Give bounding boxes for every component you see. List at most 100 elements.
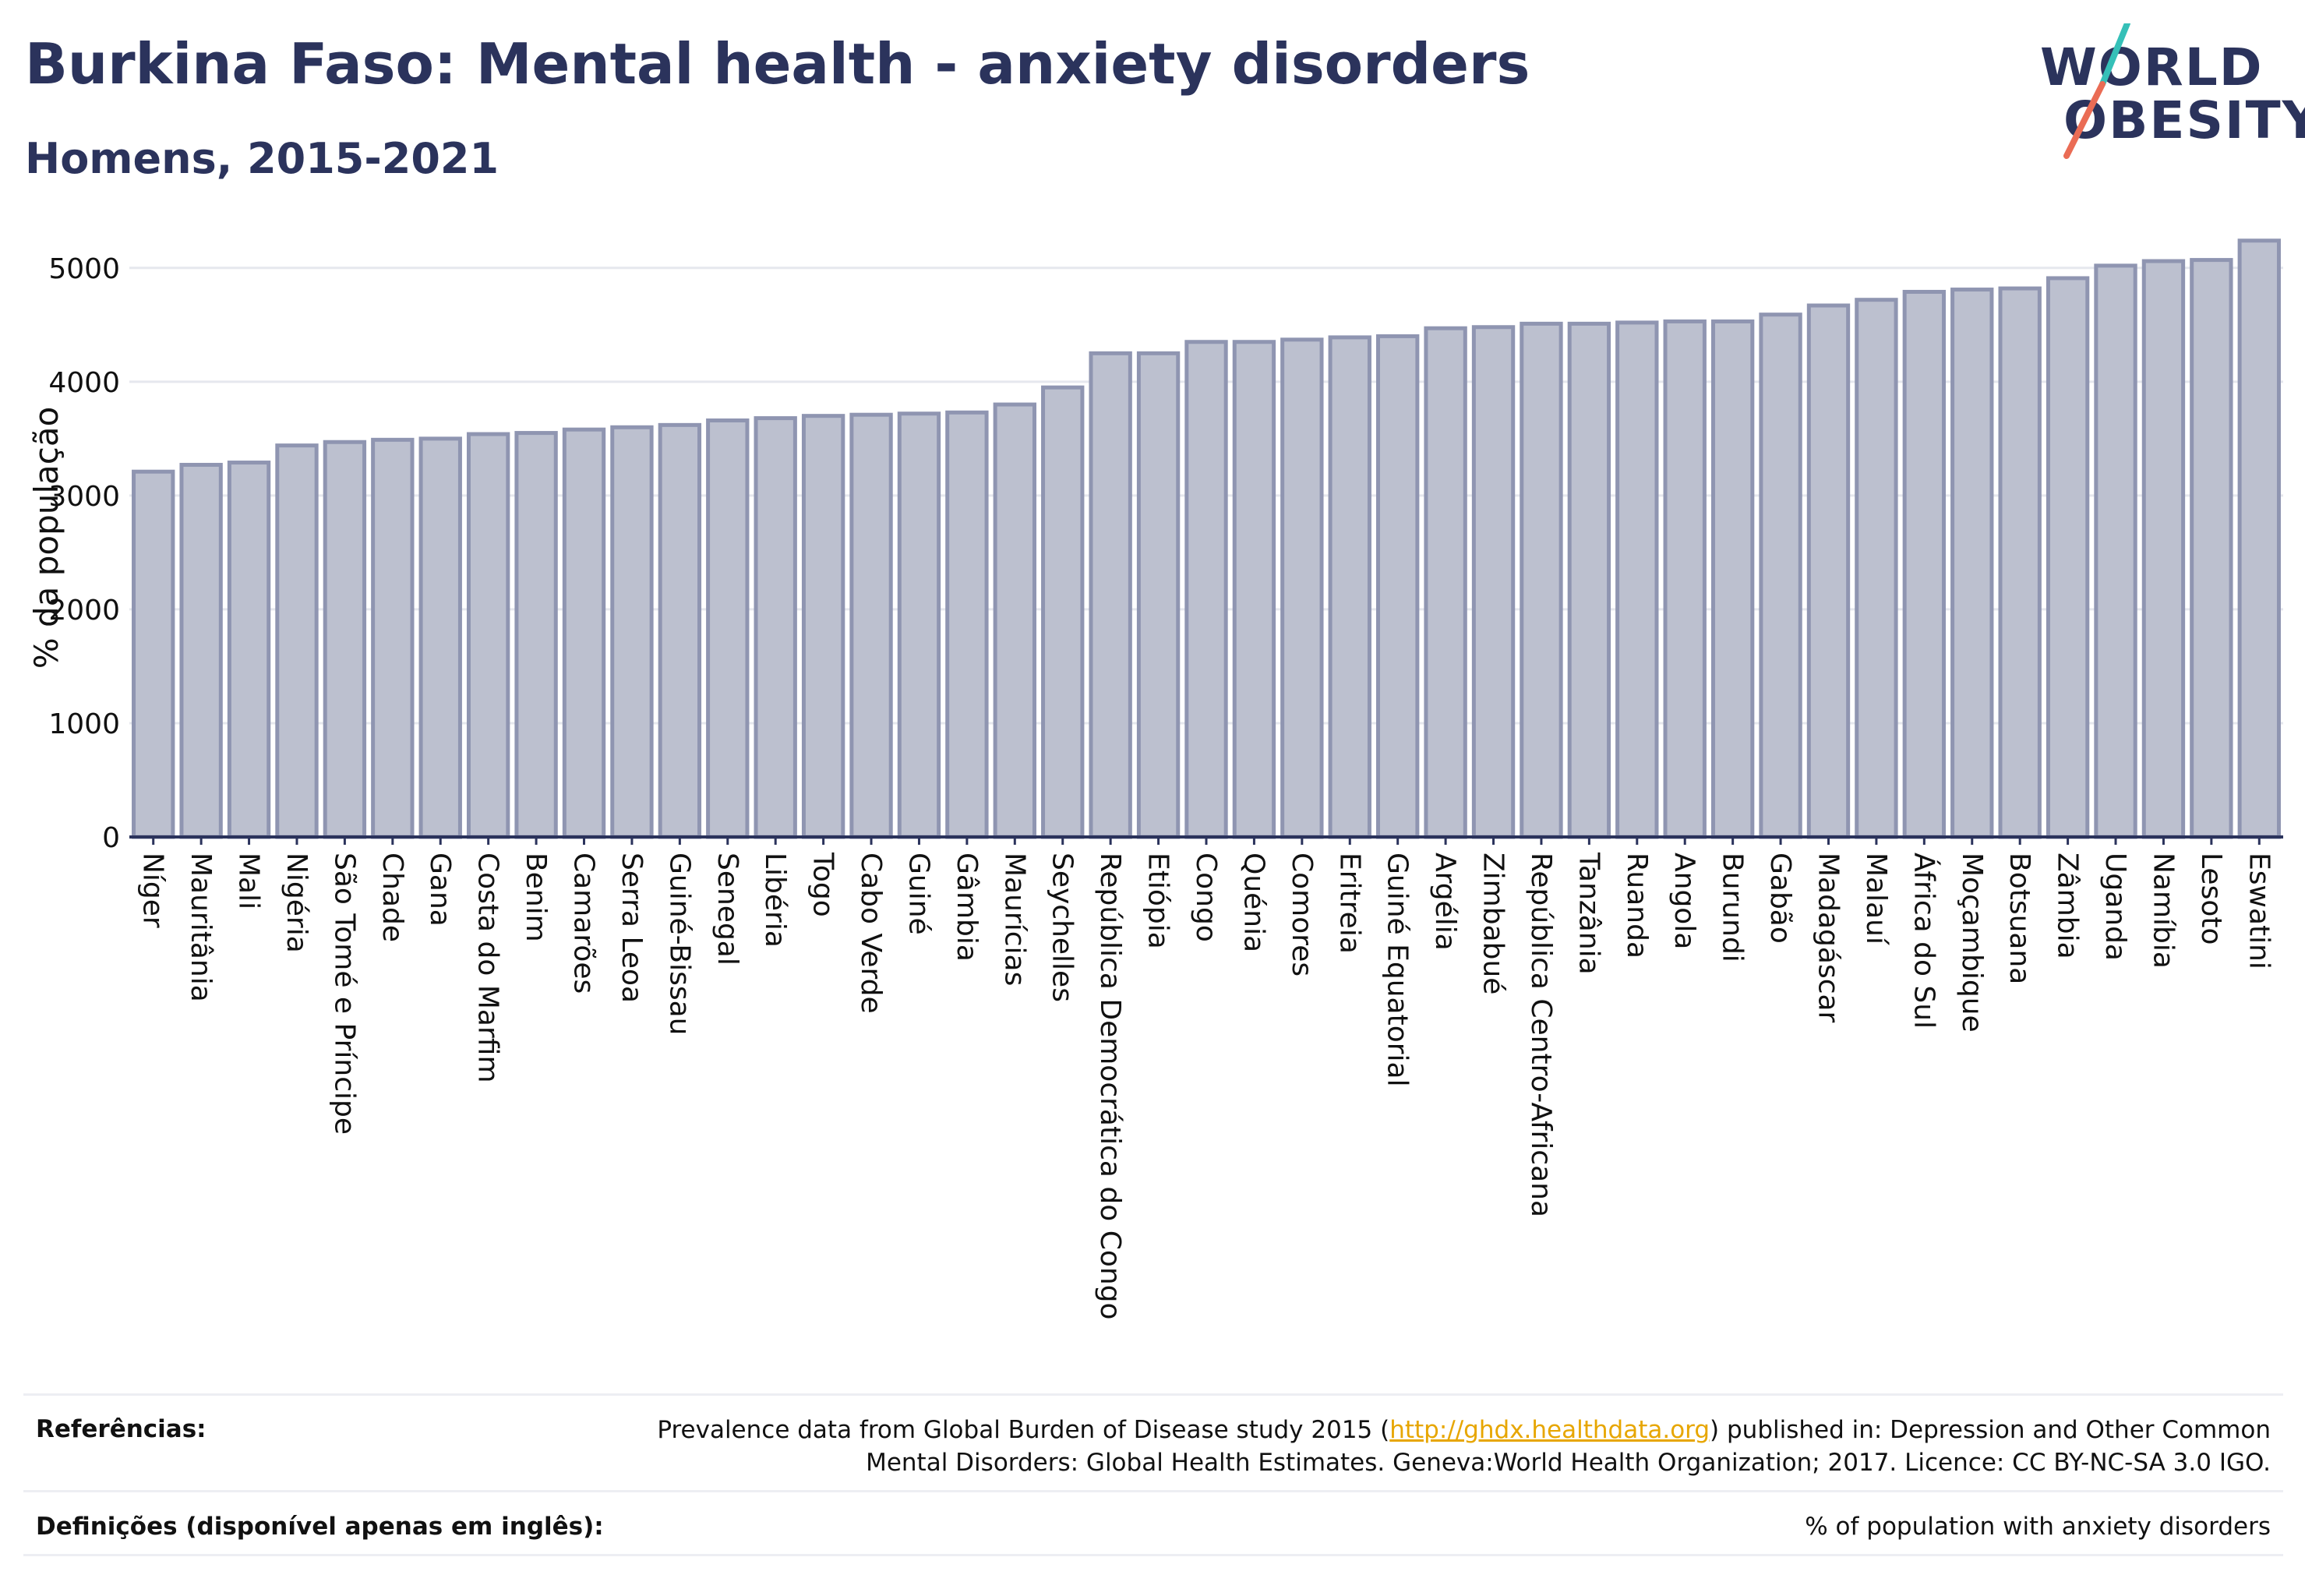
x-tick-label: São Tomé e Príncipe [328, 853, 360, 1135]
footer-divider-top [23, 1393, 2283, 1396]
bar [849, 412, 893, 839]
x-tick-label: Congo [1190, 853, 1222, 942]
bar [1520, 321, 1563, 839]
chart-title: Burkina Faso: Mental health - anxiety di… [25, 31, 1530, 97]
y-tick-label: 1000 [48, 708, 120, 740]
bar [1136, 351, 1181, 839]
references-link[interactable]: http://ghdx.healthdata.org [1389, 1416, 1710, 1444]
x-tick-label: Senegal [711, 853, 743, 966]
bar [514, 431, 558, 839]
bar [2237, 238, 2281, 839]
x-tick-label: Etiópia [1142, 853, 1174, 949]
x-tick-label: Burundi [1717, 853, 1749, 962]
x-tick-label: Zimbabué [1477, 853, 1509, 994]
chart-subtitle: Homens, 2015-2021 [25, 134, 499, 183]
bar [993, 402, 1036, 839]
y-axis-label: % da população [27, 407, 65, 669]
bar [2046, 276, 2090, 839]
x-tick-label: Gabão [1764, 853, 1796, 944]
bar [1710, 319, 1755, 839]
x-tick-label: Madagáscar [1812, 853, 1844, 1023]
x-tick-label: Moçambique [1956, 853, 1988, 1033]
definitions-text: % of population with anxiety disorders [1805, 1513, 2271, 1541]
y-tick-label: 4000 [48, 367, 120, 399]
bar [1855, 298, 1898, 839]
x-tick-label: Mauritânia [185, 853, 217, 1002]
x-tick-label: Namíbia [2147, 853, 2179, 969]
x-tick-label: Serra Leoa [616, 853, 648, 1003]
x-tick-label: Cabo Verde [855, 853, 887, 1014]
bar [2190, 258, 2233, 839]
bar [1280, 337, 1324, 839]
x-tick-label: Lesoto [2195, 853, 2227, 945]
x-tick-label: Benim [520, 853, 552, 942]
bar [1041, 385, 1085, 839]
x-tick-label: Guiné-Bissau [663, 853, 695, 1035]
references-label: Referências: [36, 1415, 206, 1443]
x-tick-label: Eritreia [1333, 853, 1365, 954]
bar [1089, 351, 1132, 839]
bar [1184, 340, 1228, 839]
bar [1902, 289, 1947, 839]
x-tick-label: Argélia [1429, 853, 1461, 951]
y-tick-label: 5000 [48, 253, 120, 285]
bar [1759, 312, 1802, 839]
footer-divider-bottom [23, 1554, 2283, 1556]
bar [323, 440, 367, 839]
bar [1232, 340, 1276, 839]
bar [418, 436, 462, 839]
bar [1471, 325, 1516, 839]
x-tick-label: Eswatini [2243, 853, 2275, 969]
x-tick-label: Níger [137, 853, 169, 928]
bar [1376, 334, 1420, 839]
references-text-before: Prevalence data from Global Burden of Di… [657, 1416, 1390, 1444]
bar [371, 437, 415, 839]
bar [1806, 303, 1851, 839]
x-tick-label: Angola [1668, 853, 1700, 949]
bar [610, 425, 654, 839]
logo-slash-icon [2063, 23, 2130, 159]
x-tick-label: Malauí [1860, 853, 1892, 945]
x-tick-label: Gana [424, 853, 456, 927]
x-tick-label: Gâmbia [951, 853, 983, 962]
logo-word-world: WORLD [2040, 37, 2264, 97]
x-tick-label: Costa do Marfim [472, 853, 504, 1083]
y-tick-label: 2000 [48, 595, 120, 627]
bar-chart: 0 1000 2000 3000 4000 5000 Níger Mauritânia Mali… [27, 238, 2283, 1320]
bar [132, 469, 175, 839]
bar [658, 422, 702, 839]
bar [2141, 259, 2186, 839]
y-tick-label: 3000 [48, 481, 120, 513]
bar [1567, 321, 1611, 839]
x-tick-label: Uganda [2099, 853, 2131, 961]
x-tick-label: Nigéria [281, 853, 312, 953]
bar [1950, 288, 1994, 839]
bar [2094, 263, 2137, 839]
y-tick-label: 0 [102, 822, 120, 854]
x-tick-label: Comores [1286, 853, 1318, 976]
references-text: Prevalence data from Global Burden of Di… [634, 1414, 2271, 1479]
x-tick-label: Maurícias [998, 853, 1030, 986]
bar [275, 443, 319, 839]
x-tick-label: Mali [233, 853, 265, 909]
logo-word-obesity: OBESITY [2063, 90, 2305, 150]
x-tick-label: Tanzânia [1573, 852, 1604, 975]
bar [754, 416, 797, 839]
bar [466, 432, 510, 839]
x-tick-label: Guiné Equatorial [1382, 853, 1414, 1087]
bar [945, 410, 989, 839]
definitions-label: Definições (disponível apenas em inglês)… [36, 1513, 604, 1541]
x-tick-label: Guiné [902, 853, 934, 935]
x-tick-label: Ruanda [1621, 853, 1653, 959]
x-tick-label: Botsuana [2003, 853, 2035, 984]
x-tick-label: Chade [376, 853, 408, 942]
x-tick-label: Quénia [1237, 853, 1269, 952]
bar [1424, 326, 1467, 839]
x-tick-label: Camarões [568, 853, 600, 994]
bar [1328, 335, 1371, 839]
x-tick-label: República Democrática do Congo [1094, 853, 1126, 1320]
bar [1615, 320, 1659, 839]
bar [562, 427, 606, 839]
bar [227, 461, 271, 839]
x-tick-label: Togo [807, 852, 839, 917]
